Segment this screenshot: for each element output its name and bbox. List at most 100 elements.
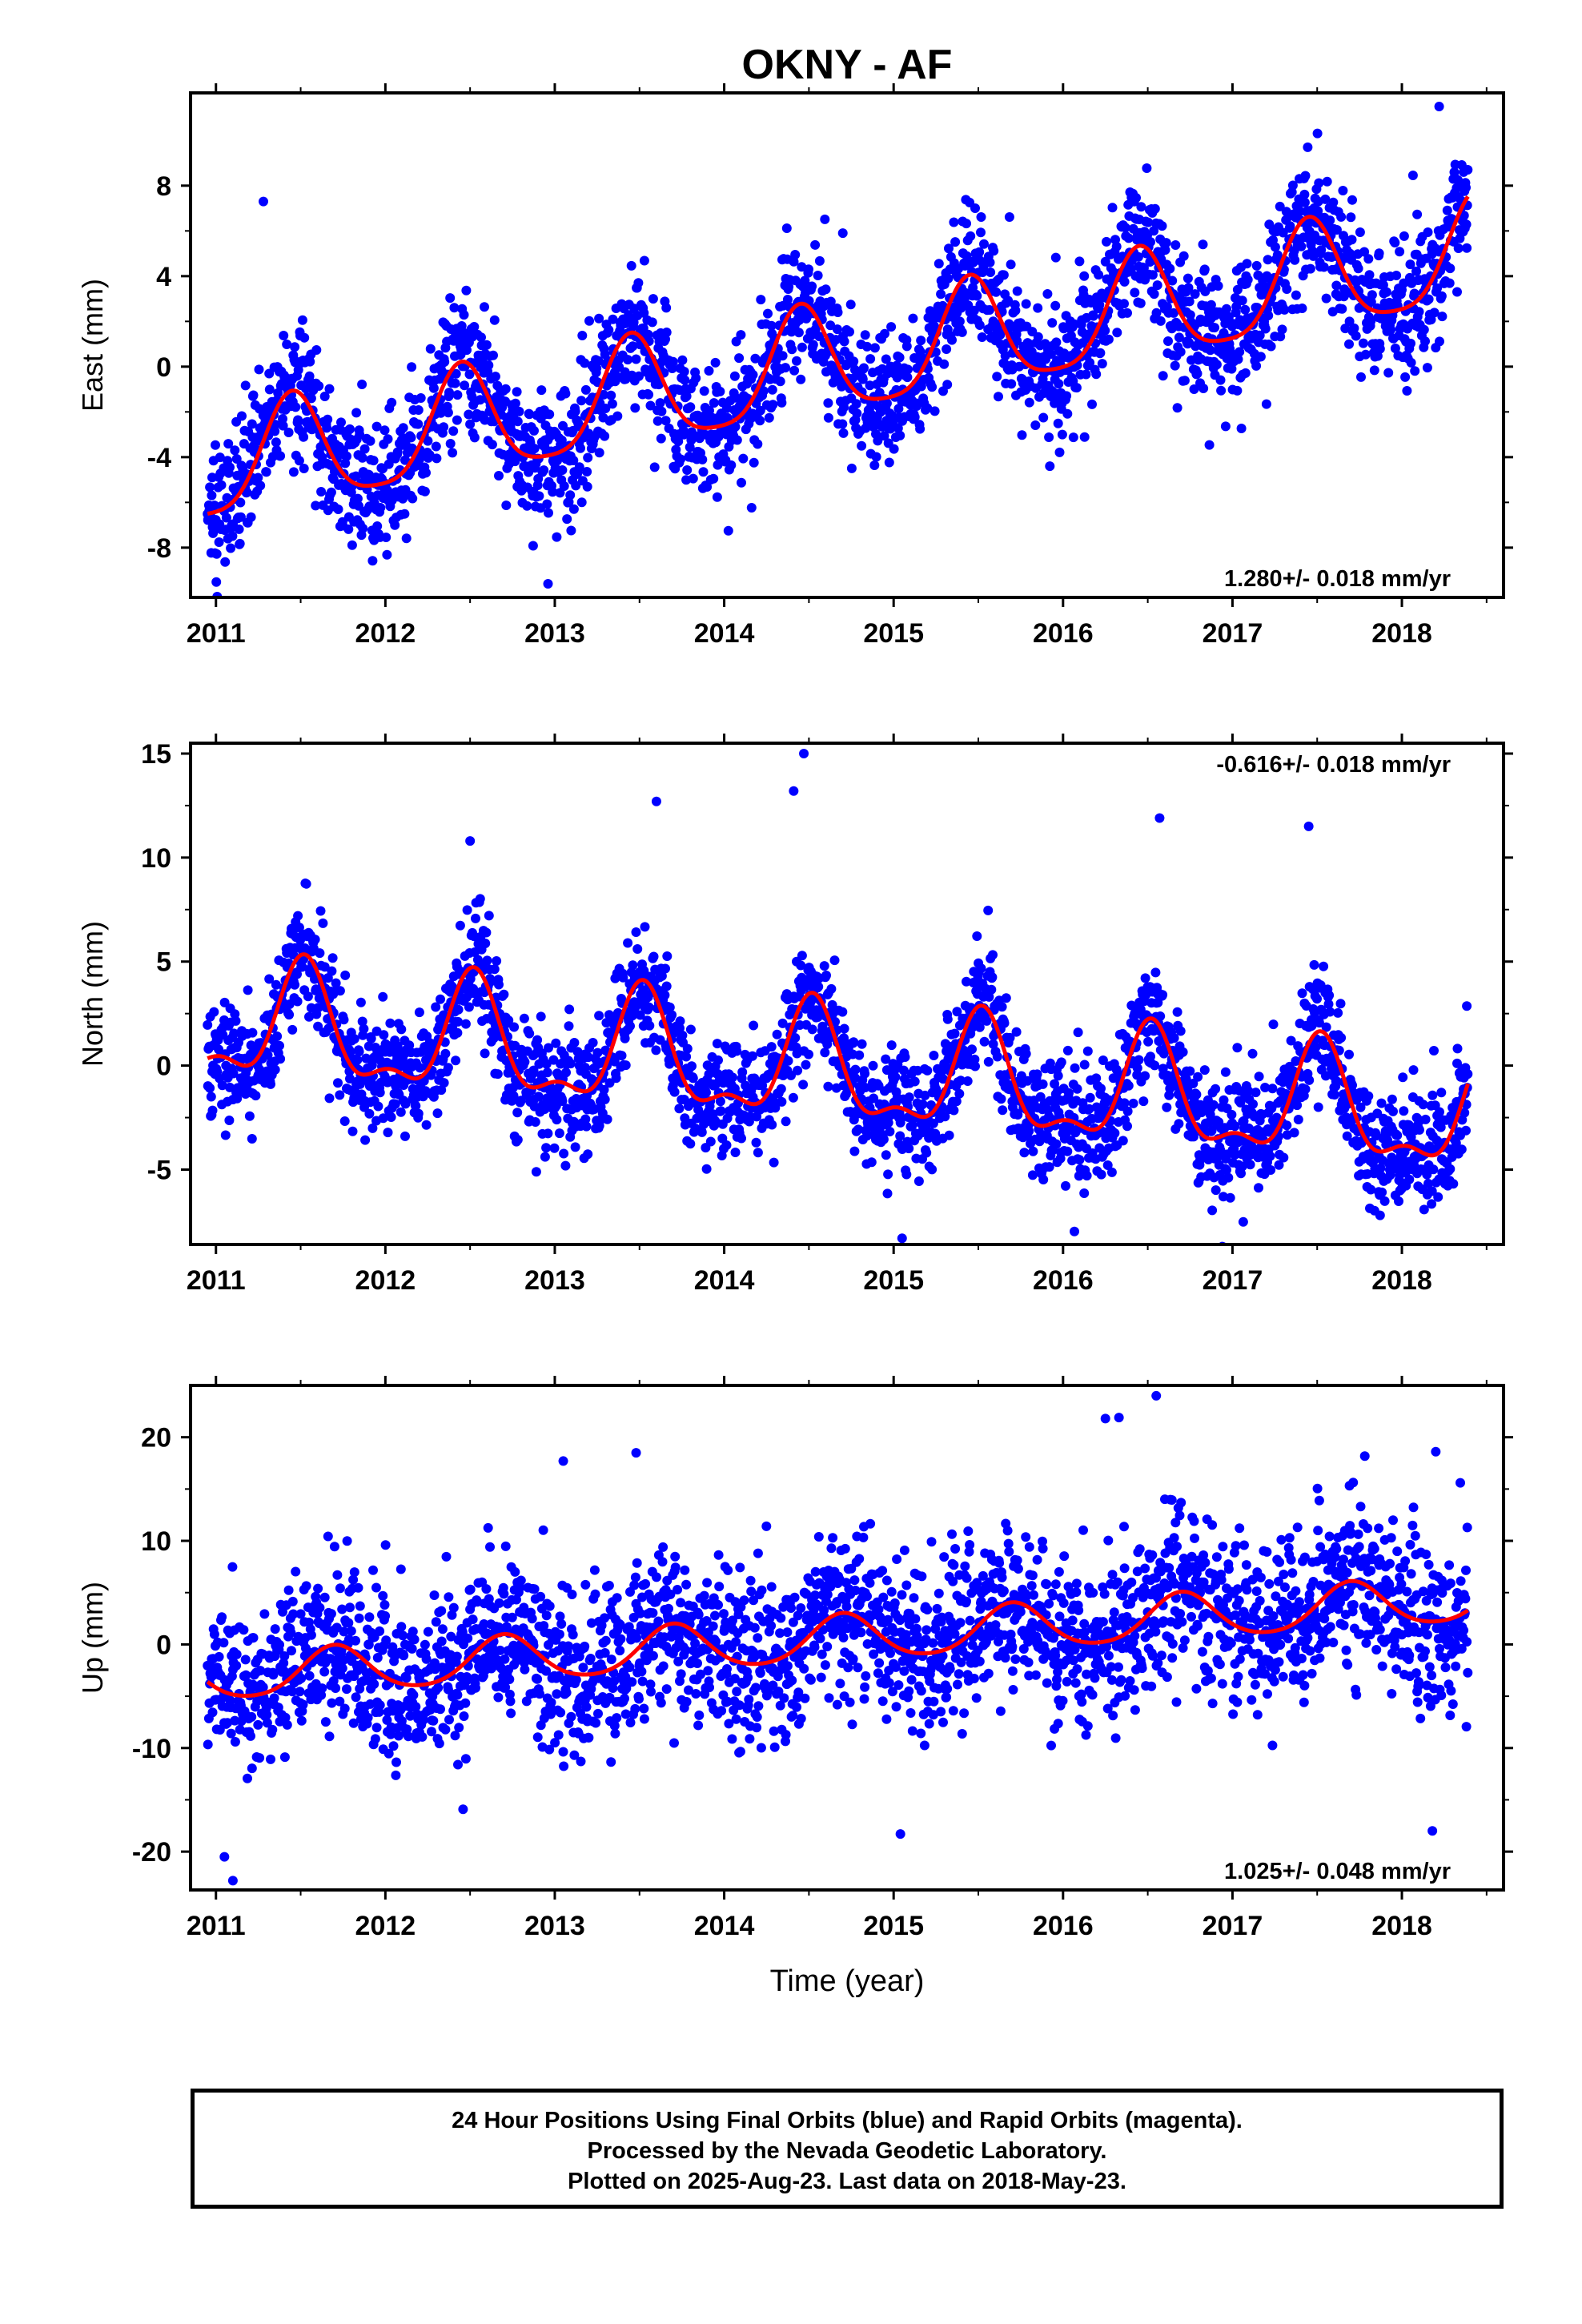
data-point	[1038, 412, 1049, 423]
data-point	[1372, 351, 1383, 361]
data-point	[998, 1105, 1008, 1116]
data-point	[1290, 255, 1300, 265]
data-point	[407, 362, 417, 372]
data-point	[1320, 194, 1331, 204]
data-point	[494, 471, 504, 480]
data-point	[1296, 241, 1307, 251]
data-point	[335, 1090, 345, 1100]
data-point	[1232, 385, 1243, 396]
data-point	[675, 1016, 685, 1027]
data-point	[845, 300, 856, 310]
data-point	[1265, 1151, 1275, 1161]
data-point	[939, 359, 950, 369]
data-point	[772, 1029, 782, 1039]
data-point	[722, 403, 732, 413]
data-point	[942, 380, 953, 390]
data-point	[484, 360, 494, 371]
data-point	[229, 1028, 239, 1039]
data-point	[1120, 223, 1130, 233]
data-point	[1420, 336, 1430, 347]
data-point	[734, 353, 745, 364]
data-point	[730, 421, 741, 432]
data-point	[372, 521, 383, 531]
data-point	[813, 982, 824, 992]
data-point	[544, 409, 555, 420]
data-point	[1414, 307, 1424, 317]
data-point	[379, 1030, 389, 1040]
data-point	[1006, 379, 1017, 389]
data-point	[206, 1092, 216, 1102]
data-point	[1360, 349, 1371, 360]
data-point	[884, 457, 894, 468]
data-point	[1346, 212, 1356, 223]
data-point	[1033, 332, 1043, 342]
data-point	[583, 452, 593, 463]
data-point	[244, 1111, 255, 1121]
data-point	[1459, 211, 1469, 221]
data-point	[326, 487, 336, 497]
data-point	[1135, 298, 1146, 308]
data-point	[749, 1020, 759, 1031]
data-point	[226, 543, 236, 553]
data-point	[679, 429, 689, 440]
data-point	[400, 455, 410, 465]
data-point	[1316, 245, 1327, 255]
data-point	[893, 423, 903, 433]
data-point	[1054, 447, 1065, 457]
data-point	[1123, 1080, 1134, 1091]
data-point	[1010, 305, 1021, 316]
data-point	[272, 1031, 283, 1041]
data-point	[901, 341, 912, 352]
data-point	[1309, 959, 1319, 970]
data-point	[1406, 357, 1416, 368]
data-point	[1358, 338, 1368, 348]
data-point	[1282, 284, 1292, 294]
data-point	[1305, 263, 1315, 274]
data-point	[997, 1002, 1007, 1012]
data-point	[1390, 238, 1400, 247]
data-point	[713, 460, 723, 470]
data-point	[620, 1060, 631, 1071]
data-point	[1172, 403, 1182, 413]
data-point	[712, 492, 722, 502]
data-point	[440, 356, 450, 367]
data-point	[1073, 1027, 1083, 1038]
data-point	[548, 1055, 559, 1065]
data-point	[1205, 345, 1215, 356]
data-point	[1435, 336, 1444, 347]
data-point	[1225, 1192, 1235, 1203]
data-point	[413, 1108, 424, 1119]
data-point	[396, 1024, 407, 1035]
data-point	[810, 239, 821, 250]
data-point	[1375, 344, 1385, 354]
data-point	[633, 278, 644, 288]
data-point	[866, 1157, 877, 1168]
data-point	[1070, 319, 1079, 329]
data-point	[293, 911, 303, 921]
x-tick-label: 2018	[1371, 618, 1432, 649]
data-point	[306, 393, 316, 404]
data-point	[540, 1152, 550, 1162]
data-point	[375, 1088, 385, 1098]
data-point	[1395, 247, 1405, 257]
data-point	[355, 429, 365, 440]
data-point	[1082, 1046, 1093, 1056]
data-point	[352, 1055, 363, 1065]
data-point	[1351, 331, 1361, 341]
data-point	[886, 1040, 897, 1051]
data-point	[927, 1164, 938, 1175]
data-point	[929, 1051, 939, 1060]
data-point	[916, 336, 926, 346]
data-point	[519, 1013, 529, 1023]
data-point	[1216, 385, 1227, 396]
data-point	[1190, 289, 1200, 300]
data-point	[1359, 247, 1370, 257]
x-tick-label: 2015	[863, 618, 924, 649]
data-point	[365, 436, 375, 446]
data-point	[909, 412, 920, 422]
data-point	[1349, 323, 1359, 333]
data-point	[1235, 347, 1245, 357]
data-point	[351, 408, 362, 418]
data-point	[606, 390, 616, 400]
data-point	[618, 972, 628, 983]
